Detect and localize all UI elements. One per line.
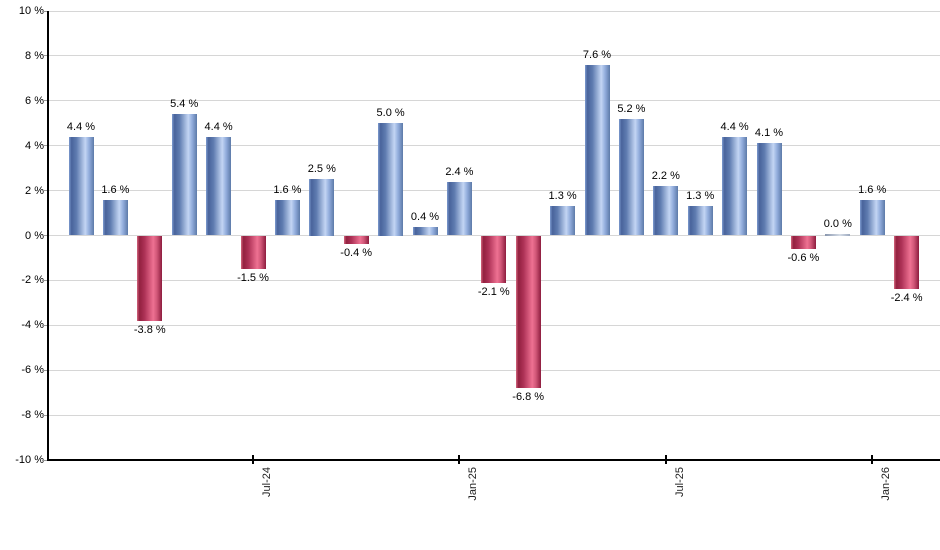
bar-value-label: 1.3 %	[548, 190, 577, 203]
y-axis-tick-label: -4 %	[21, 319, 44, 332]
x-axis-tick-label: Jan-25	[467, 467, 480, 501]
bar-value-label: 4.1 %	[754, 127, 784, 140]
bar-Jun-24	[206, 136, 232, 236]
y-axis-tick-mark	[42, 190, 47, 192]
y-axis-tick-mark	[42, 459, 47, 461]
bar-Feb-24	[68, 136, 94, 236]
y-axis-tick-mark	[42, 369, 47, 371]
bar-value-label: 1.6 %	[858, 183, 887, 196]
y-axis-tick-mark	[42, 100, 47, 102]
bar-Jul-24	[240, 235, 266, 270]
bar-value-label: 5.0 %	[376, 107, 405, 120]
y-axis-line	[47, 11, 49, 461]
y-axis-tick-mark	[42, 10, 47, 12]
bar-value-label: 0.4 %	[410, 210, 440, 223]
x-axis-tick-label: Jul-25	[673, 467, 686, 497]
bar-Nov-24	[378, 123, 404, 236]
gridline	[48, 55, 940, 57]
bar-Mar-25	[515, 235, 541, 389]
bar-Feb-25	[481, 235, 507, 283]
gridline	[48, 100, 940, 102]
bar-Jan-25	[446, 181, 472, 236]
bar-value-label: 4.4 %	[204, 120, 233, 133]
bar-Jan-26	[859, 199, 885, 236]
bar-Jul-25	[653, 186, 679, 236]
x-axis-tick-mark	[458, 455, 461, 464]
y-axis-tick-label: 10 %	[18, 5, 44, 17]
bar-Sep-24	[309, 179, 335, 236]
y-axis-tick-mark	[42, 145, 47, 147]
x-axis-tick-mark	[871, 455, 874, 464]
bar-Mar-24	[102, 199, 128, 236]
x-axis-tick-mark	[252, 455, 254, 464]
bar-May-24	[171, 114, 197, 236]
y-axis-tick-label: -2 %	[21, 274, 44, 287]
bar-Jun-25	[618, 118, 644, 236]
y-axis-tick-label: -6 %	[21, 364, 44, 377]
gridline	[48, 369, 940, 371]
y-axis-tick-label: 6 %	[25, 94, 44, 107]
gridline	[48, 324, 940, 326]
y-axis-tick-label: -8 %	[21, 409, 44, 422]
bar-value-label: 7.6 %	[582, 48, 612, 61]
bar-Feb-26	[894, 235, 920, 290]
bar-Sep-25	[722, 136, 748, 236]
x-axis-tick-mark	[664, 455, 667, 464]
bar-value-label: 5.2 %	[617, 102, 646, 115]
bar-Nov-25	[790, 235, 816, 249]
x-axis-tick-label: Jan-26	[880, 467, 893, 501]
bar-Aug-24	[274, 199, 300, 236]
bar-value-label: -1.5 %	[237, 272, 269, 285]
y-axis-tick-mark	[42, 55, 47, 57]
gridline	[48, 10, 940, 12]
bar-Oct-24	[343, 235, 369, 245]
bar-value-label: -2.1 %	[477, 285, 510, 298]
x-axis-line	[47, 459, 940, 461]
y-axis-tick-mark	[42, 279, 47, 281]
y-axis-tick-mark	[42, 235, 47, 236]
bar-value-label: 2.2 %	[651, 170, 680, 183]
bar-value-label: -6.8 %	[512, 391, 545, 404]
y-axis-tick-label: 4 %	[25, 139, 44, 152]
bar-Apr-24	[137, 235, 163, 321]
bar-value-label: 5.4 %	[170, 98, 199, 111]
y-axis-tick-label: 2 %	[25, 184, 44, 197]
y-axis-tick-label: -10 %	[15, 454, 44, 466]
bar-value-label: -0.6 %	[787, 251, 820, 264]
bar-value-label: -2.4 %	[890, 292, 923, 305]
bar-value-label: 4.4 %	[720, 120, 749, 133]
gridline	[48, 190, 940, 192]
bar-value-label: 1.3 %	[686, 190, 715, 203]
y-axis-tick-mark	[42, 414, 47, 416]
bar-value-label: -3.8 %	[133, 323, 166, 336]
bar-May-25	[584, 64, 610, 236]
bar-Dec-25	[825, 233, 851, 236]
bar-value-label: 1.6 %	[273, 183, 302, 196]
y-axis-tick-mark	[42, 324, 47, 326]
bar-value-label: 4.4 %	[66, 120, 96, 133]
bar-Dec-24	[412, 226, 438, 236]
bar-value-label: 1.6 %	[101, 183, 130, 196]
gridline	[48, 414, 940, 416]
bar-value-label: 2.4 %	[445, 165, 474, 178]
bar-value-label: 2.5 %	[307, 163, 336, 176]
bar-value-label: -0.4 %	[340, 247, 373, 260]
gridline	[48, 145, 940, 147]
x-axis-tick-label: Jul-24	[261, 467, 273, 497]
bar-value-label: 0.0 %	[823, 217, 852, 230]
bar-Oct-25	[756, 143, 782, 236]
y-axis-tick-label: 8 %	[25, 49, 44, 62]
y-axis-tick-label: 0 %	[25, 229, 44, 242]
bar-Apr-25	[550, 206, 576, 236]
bar-Aug-25	[687, 206, 713, 236]
